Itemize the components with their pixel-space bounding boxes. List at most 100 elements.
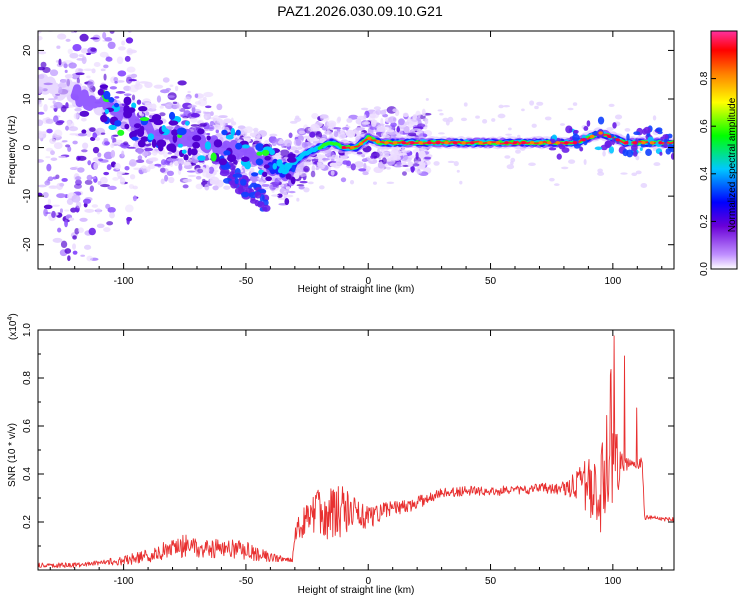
noise-blob	[199, 122, 208, 127]
ridge-blob	[235, 129, 241, 136]
noise-blob	[38, 35, 43, 41]
ridge-blob	[285, 173, 292, 180]
ridge-blob	[244, 161, 252, 170]
noise-blob	[44, 180, 51, 186]
noise-blob	[99, 176, 108, 185]
ridge-hotspot	[384, 141, 389, 145]
ridge-blob	[181, 149, 187, 154]
ridge-blob	[227, 154, 237, 163]
noise-blob-faint	[252, 127, 259, 132]
noise-blob	[144, 147, 154, 152]
noise-blob-faint	[296, 197, 300, 202]
noise-blob	[370, 155, 375, 159]
ridge-blob	[161, 124, 166, 133]
noise-blob	[83, 198, 92, 204]
noise-blob	[53, 129, 63, 138]
noise-blob	[213, 170, 217, 175]
ridge-blob-right	[670, 153, 674, 160]
noise-blob	[410, 128, 421, 131]
noise-blob-faint	[330, 170, 335, 176]
figure-title: PAZ1.2026.030.09.10.G21	[277, 3, 443, 19]
noise-blob	[109, 31, 115, 34]
ridge-hotspot	[641, 141, 646, 145]
noise-blob	[186, 170, 197, 173]
noise-blob	[314, 121, 323, 128]
noise-blob	[154, 163, 162, 167]
noise-blob	[100, 68, 106, 72]
branch-blob	[262, 204, 271, 212]
noise-blob-faint	[453, 161, 459, 167]
noise-blob	[38, 111, 45, 115]
noise-blob	[140, 113, 145, 117]
noise-blob	[293, 138, 302, 147]
noise-blob	[356, 151, 363, 155]
noise-blob	[167, 152, 172, 155]
noise-blob	[271, 189, 275, 193]
noise-blob	[363, 162, 367, 171]
noise-blob	[64, 219, 68, 228]
noise-blob	[320, 114, 330, 122]
ridge-blob	[272, 162, 278, 170]
noise-blob	[102, 32, 107, 39]
noise-blob-faint	[502, 105, 511, 108]
spectrogram-x-tick-label: 100	[605, 276, 622, 287]
ridge-blob	[168, 111, 176, 120]
ridge-hotspot	[615, 138, 620, 142]
noise-blob	[204, 167, 210, 174]
snr-scale-label: (x104)	[7, 313, 19, 340]
ridge-blob-right	[632, 150, 638, 157]
noise-blob-faint	[295, 115, 300, 120]
noise-blob-faint	[498, 104, 504, 109]
ridge-hotspot	[487, 141, 492, 145]
noise-blob	[153, 84, 164, 89]
ridge-blob-right	[663, 138, 668, 143]
noise-blob	[423, 156, 432, 160]
noise-blob	[84, 179, 93, 185]
ridge-blob	[225, 134, 234, 140]
ridge-blob	[177, 143, 183, 148]
noise-blob	[65, 38, 71, 42]
noise-blob	[61, 177, 68, 182]
noise-blob	[360, 107, 369, 111]
noise-blob	[71, 194, 81, 203]
ridge-blob	[171, 129, 179, 136]
noise-blob	[117, 70, 127, 77]
ridge-blob	[251, 172, 259, 177]
noise-blob	[66, 198, 74, 206]
noise-blob-faint	[328, 156, 333, 160]
noise-blob-faint	[534, 105, 539, 110]
noise-blob	[309, 131, 316, 138]
noise-blob-faint	[271, 194, 279, 197]
noise-blob	[81, 149, 88, 153]
ridge-hotspot	[555, 141, 561, 145]
noise-blob-faint	[606, 127, 614, 131]
noise-blob	[81, 129, 87, 134]
ridge-hotspot	[624, 141, 629, 145]
noise-blob-faint	[447, 160, 455, 164]
ridge-blob	[168, 120, 179, 126]
ridge-hotspot	[598, 131, 603, 135]
ridge-blob	[190, 148, 198, 156]
noise-blob	[38, 101, 43, 108]
noise-blob	[70, 207, 77, 213]
noise-blob	[72, 235, 77, 240]
noise-blob	[381, 157, 387, 165]
spectrogram-frame	[37, 30, 675, 270]
noise-blob	[55, 60, 60, 63]
noise-blob	[75, 201, 82, 209]
noise-blob	[296, 146, 303, 150]
ridge-blob	[287, 153, 296, 159]
noise-blob	[99, 159, 109, 163]
noise-blob	[110, 142, 115, 149]
noise-blob	[38, 192, 43, 197]
ridge-hotspot	[632, 141, 638, 145]
noise-blob	[416, 161, 426, 170]
noise-blob	[336, 117, 341, 124]
noise-blob	[116, 80, 125, 83]
ridge-hotspot	[521, 141, 526, 145]
noise-blob	[104, 37, 113, 42]
noise-blob	[93, 162, 98, 170]
noise-blob	[38, 51, 47, 55]
noise-blob	[87, 160, 92, 166]
snr-plot-area	[38, 330, 674, 570]
